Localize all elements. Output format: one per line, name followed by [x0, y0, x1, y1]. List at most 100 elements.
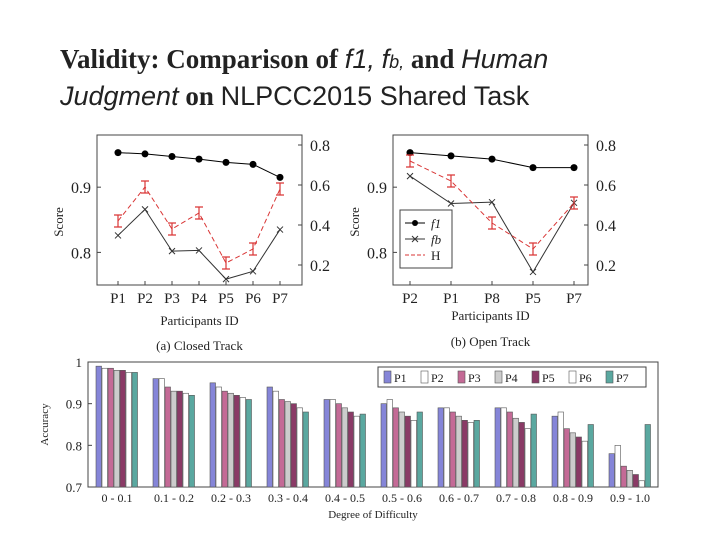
legend-label: f1 [431, 216, 441, 231]
right-tick-label: 0.6 [596, 178, 616, 195]
data-point-fb [195, 247, 203, 254]
data-point-H [570, 196, 578, 210]
bar-P6 [182, 392, 189, 488]
bar-P4 [512, 417, 519, 488]
bar-P2 [557, 411, 564, 488]
x-axis-label: Participants ID [160, 313, 238, 328]
legend-label: H [431, 248, 440, 263]
x-tick-label: P7 [566, 291, 582, 307]
bar-P4 [398, 411, 405, 488]
bar-P5 [233, 395, 240, 488]
bar-x-tick-label: 0.4 - 0.5 [325, 491, 365, 505]
data-point-fb [141, 205, 149, 213]
bar-legend-box [377, 366, 647, 388]
data-point-H [222, 256, 230, 270]
right-tick-label: 0.6 [310, 178, 330, 195]
data-point-f1 [168, 153, 176, 161]
left-tick-label: 0.8 [71, 245, 91, 262]
x-tick-label: P7 [272, 291, 288, 307]
x-tick-label: P1 [110, 291, 126, 307]
bar-P1 [152, 378, 159, 488]
bar-P3 [449, 411, 456, 488]
bar-P6 [638, 480, 645, 488]
x-axis-label: Participants ID [451, 308, 529, 323]
data-point-H [529, 242, 537, 256]
bar-y-tick-label: 0.7 [66, 480, 83, 495]
bar-P3 [563, 428, 570, 488]
title-part: Human [461, 44, 549, 74]
title-f1: f1, [344, 44, 375, 74]
data-point-H [406, 154, 414, 168]
data-point-f1 [141, 150, 149, 158]
bar-legend-label: P6 [579, 371, 592, 385]
bar-P3 [506, 411, 513, 488]
left-tick-label: 0.9 [367, 180, 387, 197]
bar-P7 [188, 395, 195, 488]
bar-P1 [551, 415, 558, 488]
data-point-fb [114, 232, 122, 239]
bar-legend-swatch [457, 370, 466, 384]
bar-P2 [500, 407, 507, 488]
bar-P7 [131, 372, 138, 488]
bar-P1 [608, 453, 615, 488]
bar-P5 [632, 474, 639, 488]
bar-P2 [386, 399, 393, 488]
data-point-f1 [529, 164, 537, 172]
data-point-H [276, 182, 284, 196]
bar-P5 [461, 420, 468, 488]
chart-caption: (b) Open Track [451, 334, 531, 349]
bar-legend-label: P7 [616, 371, 629, 385]
legend-label: fb [431, 232, 442, 247]
bar-legend-label: P2 [431, 371, 444, 385]
bar-P5 [176, 390, 183, 488]
bar-P1 [209, 382, 216, 488]
bar-P5 [404, 415, 411, 488]
x-tick-label: P2 [137, 291, 153, 307]
bar-P7 [587, 424, 594, 488]
bar-x-tick-label: 0.2 - 0.3 [211, 491, 251, 505]
bar-P1 [380, 403, 387, 488]
bar-plot-frame [87, 361, 659, 488]
bar-P6 [296, 407, 303, 488]
bar-P5 [575, 436, 582, 488]
bar-y-axis-label: Accuracy [39, 403, 51, 446]
x-tick-label: P4 [191, 291, 207, 307]
bar-P2 [158, 378, 165, 488]
data-point-f1 [222, 158, 230, 166]
bar-P5 [119, 370, 126, 488]
x-tick-label: P3 [164, 291, 180, 307]
bar-P1 [323, 399, 330, 488]
bar-P7 [245, 399, 252, 488]
title-part: Validity: [60, 44, 160, 74]
bar-P2 [215, 386, 222, 488]
x-tick-label: P2 [402, 291, 418, 307]
bar-x-tick-label: 0.3 - 0.4 [268, 491, 308, 505]
bar-legend-label: P3 [468, 371, 481, 385]
bar-legend-label: P5 [542, 371, 555, 385]
bar-P6 [239, 397, 246, 488]
chart-caption: (a) Closed Track [156, 338, 243, 353]
bar-P4 [284, 401, 291, 488]
data-point-f1 [249, 160, 257, 168]
right-tick-label: 0.2 [310, 258, 330, 275]
title-part: Comparison of [166, 44, 339, 74]
data-point-fb [488, 198, 496, 206]
bar-x-tick-label: 0 - 0.1 [102, 491, 133, 505]
x-tick-label: P5 [218, 291, 234, 307]
data-point-fb [406, 172, 414, 180]
bar-P3 [335, 403, 342, 488]
bar-x-tick-label: 0.8 - 0.9 [553, 491, 593, 505]
bar-P4 [569, 432, 576, 488]
bar-P2 [443, 407, 450, 488]
left-tick-label: 0.8 [367, 245, 387, 262]
bar-legend-swatch [383, 370, 392, 384]
right-tick-label: 0.4 [310, 218, 330, 235]
bar-P1 [494, 407, 501, 488]
bar-P6 [581, 440, 588, 488]
legend-marker [412, 220, 418, 226]
x-tick-label: P5 [525, 291, 541, 307]
data-point-f1 [488, 155, 496, 163]
bar-P6 [125, 372, 132, 488]
bar-legend-swatch [531, 370, 540, 384]
bar-P1 [437, 407, 444, 488]
